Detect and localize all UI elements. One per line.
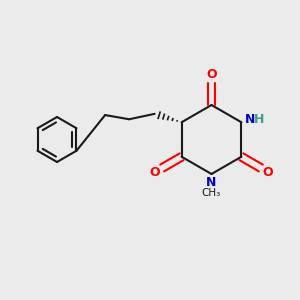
Text: H: H	[254, 113, 265, 126]
Text: O: O	[206, 68, 217, 81]
Text: O: O	[149, 166, 160, 179]
Text: N: N	[206, 176, 217, 190]
Text: N: N	[245, 113, 256, 126]
Text: O: O	[263, 166, 274, 179]
Text: CH₃: CH₃	[202, 188, 221, 199]
